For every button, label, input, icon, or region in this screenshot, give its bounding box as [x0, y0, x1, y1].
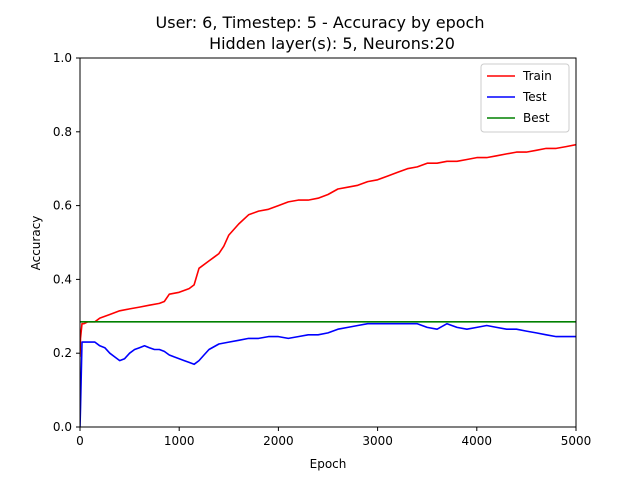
x-axis-ticks: 0 1000 2000 3000 4000 5000 [76, 427, 591, 448]
chart-subtitle: Hidden layer(s): 5, Neurons:20 [209, 34, 455, 53]
legend: Train Test Best [480, 63, 570, 133]
x-tick-label: 2000 [263, 434, 294, 448]
y-tick-label: 0.0 [53, 420, 72, 434]
y-axis-ticks: 0.0 0.2 0.4 0.6 0.8 1.0 [53, 51, 80, 434]
y-tick-label: 0.8 [53, 125, 72, 139]
x-tick-label: 0 [76, 434, 84, 448]
y-tick-label: 1.0 [53, 51, 72, 65]
x-tick-label: 3000 [362, 434, 393, 448]
x-axis-label: Epoch [310, 457, 347, 471]
legend-label-best: Best [523, 111, 550, 125]
y-tick-label: 0.2 [53, 346, 72, 360]
x-tick-label: 5000 [561, 434, 592, 448]
x-tick-label: 4000 [462, 434, 493, 448]
legend-label-train: Train [522, 69, 552, 83]
axes-frame [79, 57, 577, 428]
series-group [80, 143, 576, 427]
y-tick-label: 0.6 [53, 199, 72, 213]
y-tick-label: 0.4 [53, 272, 72, 286]
legend-box [480, 63, 570, 133]
series-line-train [80, 143, 576, 357]
series-line-test [80, 322, 576, 427]
y-axis-label: Accuracy [29, 216, 43, 271]
legend-label-test: Test [522, 90, 547, 104]
x-tick-label: 1000 [164, 434, 195, 448]
chart-title: User: 6, Timestep: 5 - Accuracy by epoch [156, 13, 485, 32]
